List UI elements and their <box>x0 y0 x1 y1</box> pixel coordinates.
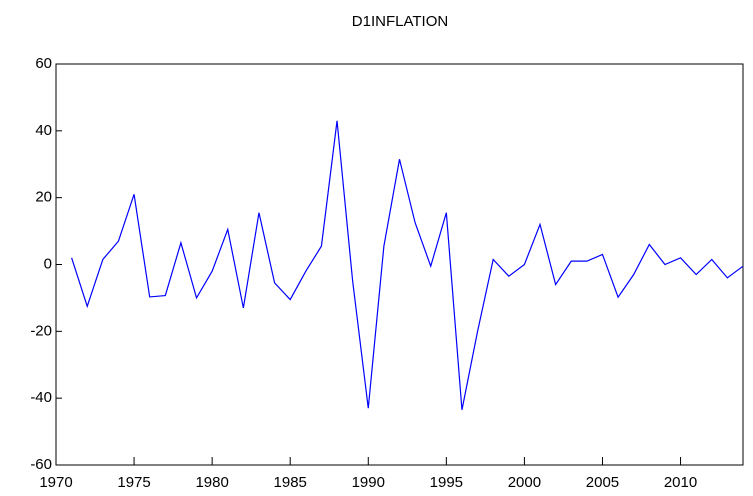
x-tick-label: 2010 <box>664 474 697 491</box>
x-tick-label: 1975 <box>117 474 150 491</box>
y-tick-label: 20 <box>35 189 52 206</box>
x-tick-label: 1980 <box>195 474 228 491</box>
x-tick-label: 1985 <box>274 474 307 491</box>
y-tick-label: 0 <box>44 255 52 272</box>
y-tick-label: -60 <box>30 456 52 473</box>
x-tick-label: 2005 <box>586 474 619 491</box>
y-tick-label: 40 <box>35 122 52 139</box>
x-tick-label: 1990 <box>352 474 385 491</box>
y-tick-label: -40 <box>30 389 52 406</box>
y-tick-label: 60 <box>35 55 52 72</box>
plot-frame <box>55 63 744 466</box>
chart-title: D1INFLATION <box>352 13 448 30</box>
x-tick-label: 1995 <box>430 474 463 491</box>
y-tick-label: -20 <box>30 322 52 339</box>
x-tick-label: 2000 <box>508 474 541 491</box>
x-tick-label: 1970 <box>39 474 72 491</box>
data-line <box>71 120 744 410</box>
